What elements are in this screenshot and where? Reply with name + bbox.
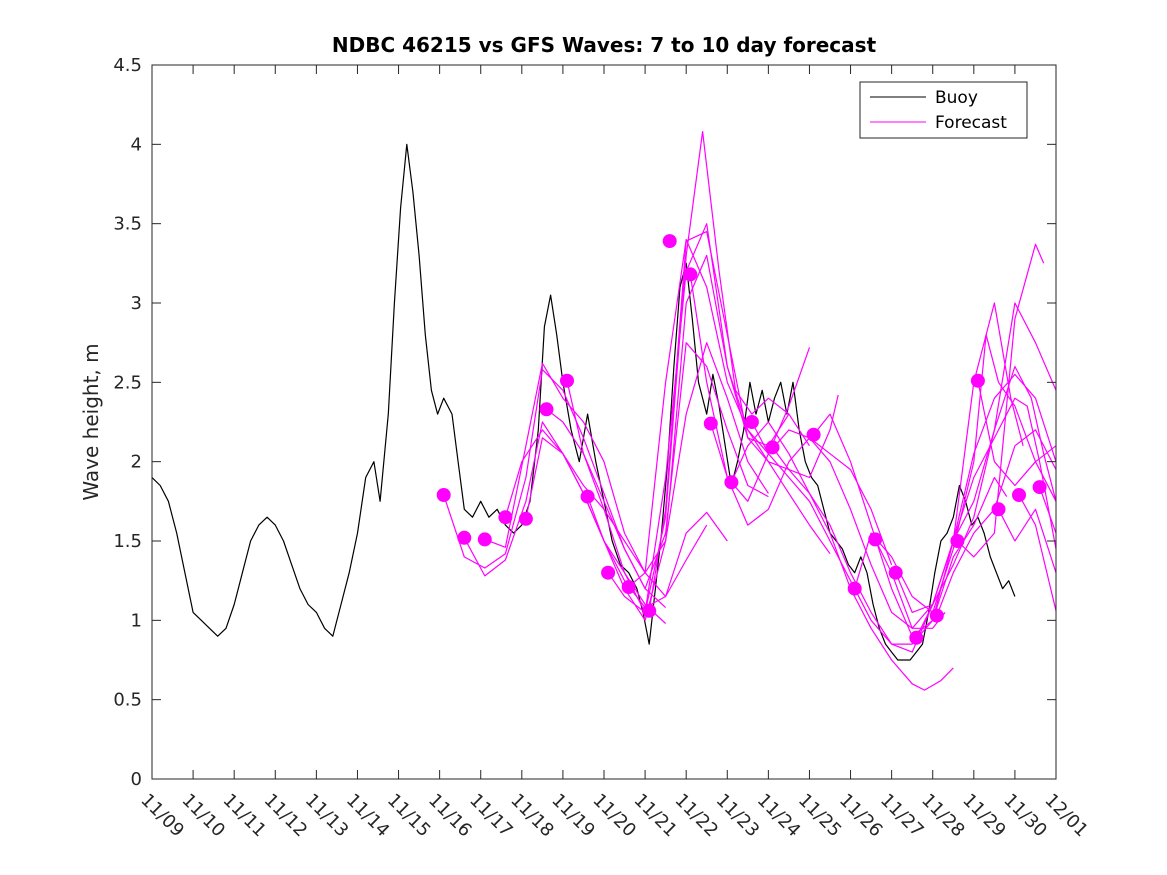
forecast-series-line-11 [648,231,831,611]
forecast-marker-3 [498,510,513,525]
forecast-marker-5 [539,402,554,417]
y-tick-label-2: 1 [131,610,142,631]
y-tick-label-5: 2.5 [113,372,142,393]
forecast-series-line-18 [854,334,1056,614]
forecast-series-line-25 [997,508,1056,573]
forecast-marker-25 [991,502,1006,517]
forecast-series-line-6 [546,342,769,590]
forecast-marker-12 [683,267,698,282]
forecast-marker-13 [703,416,718,431]
forecast-series-line-27 [1039,486,1056,534]
y-tick-label-1: 0.5 [113,690,142,711]
forecast-series-line-20 [895,365,1056,614]
y-tick-label-0: 0 [131,769,142,790]
forecast-series-line-4 [504,429,728,609]
forecast-series-line-24 [977,380,1056,487]
forecast-marker-17 [806,427,821,442]
forecast-marker-1 [457,530,472,545]
forecast-series-line-23 [956,243,1045,558]
forecast-series-line-21 [915,302,1056,639]
legend-forecast-label: Forecast [935,113,1007,133]
buoy-series-line [152,143,1016,661]
forecast-series-line-9 [607,223,811,614]
forecast-marker-14 [724,475,739,490]
forecast-marker-22 [929,608,944,623]
forecast-marker-24 [970,373,985,388]
forecast-marker-7 [580,489,595,504]
legend-buoy-label: Buoy [935,88,978,108]
forecast-marker-11 [662,234,677,249]
y-tick-label-9: 4.5 [113,55,142,76]
forecast-marker-2 [477,532,492,547]
marker-layer [436,234,1047,645]
forecast-marker-8 [601,565,616,580]
forecast-marker-6 [560,373,574,388]
forecast-series-line-19 [874,397,1056,629]
forecast-marker-26 [1012,488,1026,502]
forecast-marker-20 [888,565,903,580]
forecast-marker-19 [868,532,883,547]
y-tick-label-7: 3.5 [113,214,142,235]
forecast-series-line-15 [751,421,1008,645]
forecast-marker-18 [847,581,862,596]
forecast-marker-27 [1032,480,1047,495]
forecast-series-line-16 [772,302,1024,653]
y-tick-label-4: 2 [131,452,142,473]
forecast-series-line-3 [484,362,708,598]
plot-area [152,65,1056,779]
forecast-marker-9 [621,580,636,594]
forecast-marker-23 [950,534,965,548]
legend-box [859,81,1028,139]
y-axis-label: Wave height, m [79,343,103,500]
forecast-series-line-10 [628,238,839,588]
forecast-series-line-7 [566,131,790,614]
y-tick-label-6: 3 [131,293,142,314]
forecast-series-line-26 [1018,494,1056,611]
forecast-marker-21 [909,630,924,645]
forecast-marker-15 [744,415,759,429]
y-tick-label-8: 4 [131,134,142,155]
legend: Buoy Forecast [859,81,1028,139]
forecast-marker-4 [518,511,533,526]
forecast-marker-16 [765,440,780,455]
chart-title: NDBC 46215 vs GFS Waves: 7 to 10 day for… [332,33,877,57]
forecast-marker-10 [642,603,657,618]
forecast-marker-0 [436,488,451,502]
y-tick-label-3: 1.5 [113,531,142,552]
